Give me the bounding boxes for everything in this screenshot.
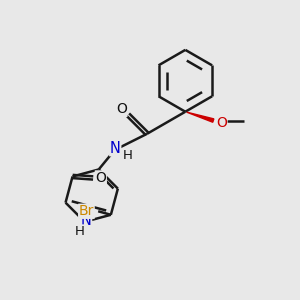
Text: H: H: [122, 149, 132, 162]
Text: H: H: [74, 225, 84, 238]
Text: O: O: [95, 171, 106, 185]
Text: O: O: [216, 116, 227, 130]
Text: N: N: [81, 212, 92, 227]
Text: Br: Br: [79, 204, 94, 218]
Polygon shape: [187, 112, 214, 122]
Text: N: N: [110, 141, 121, 156]
Text: O: O: [116, 102, 127, 116]
